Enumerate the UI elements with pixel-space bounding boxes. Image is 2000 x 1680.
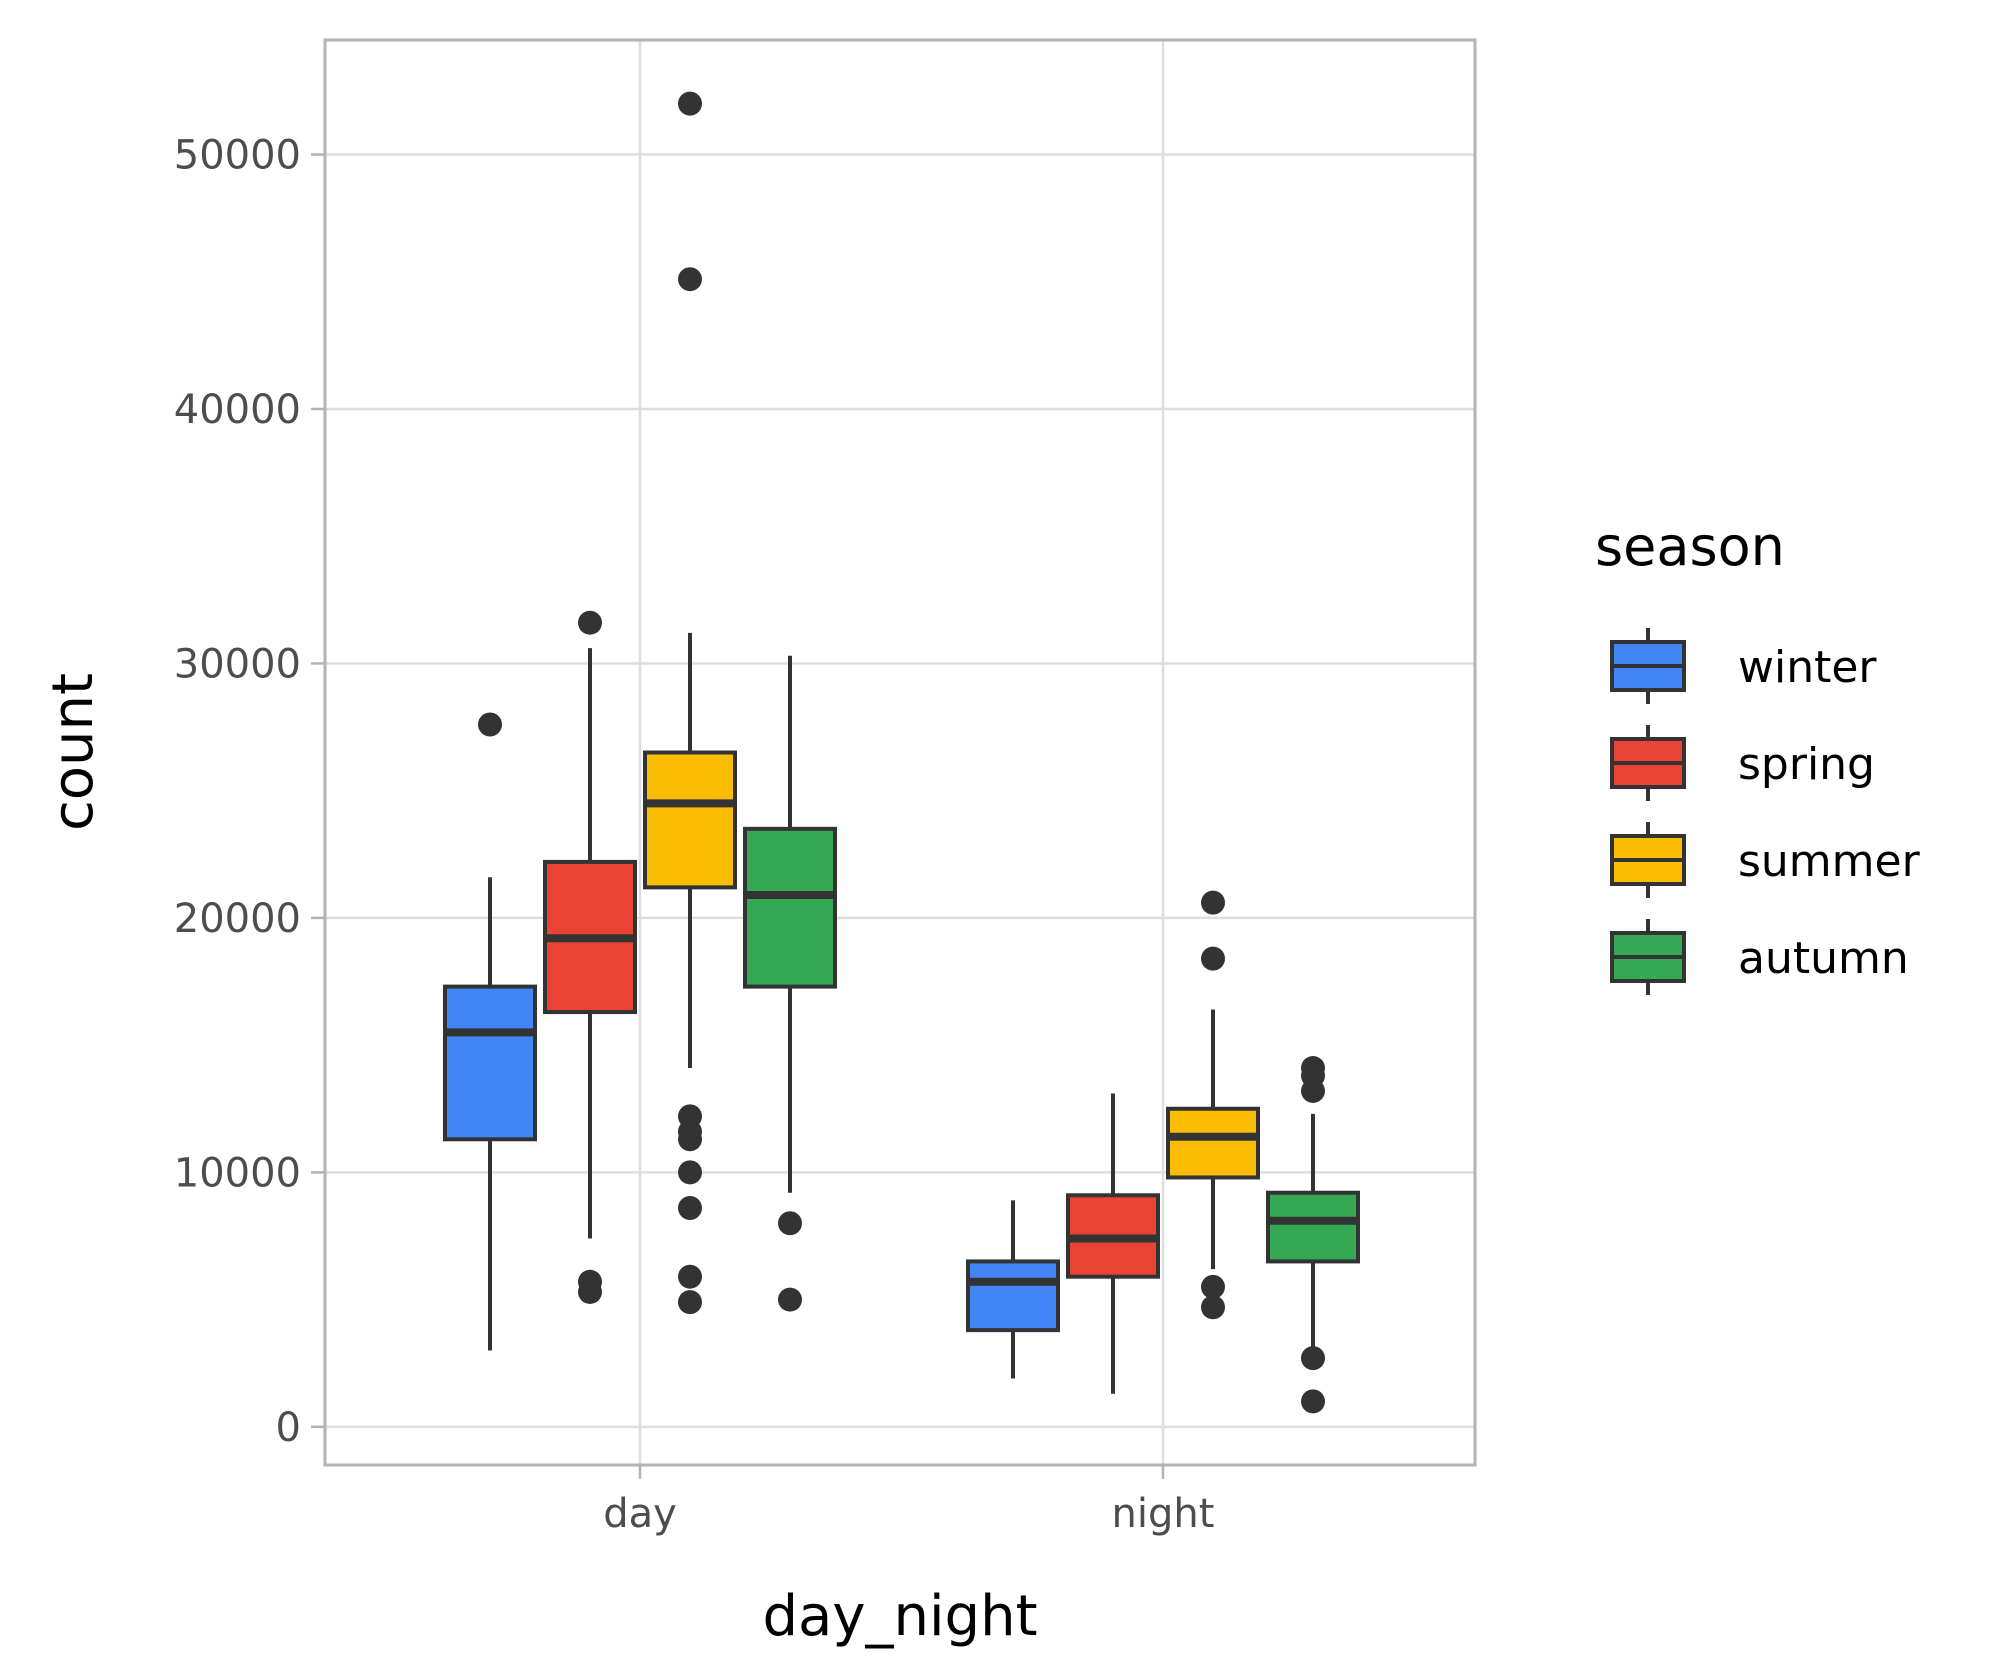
outlier-point bbox=[678, 1290, 702, 1315]
legend-item-winter: winter bbox=[1610, 628, 1877, 704]
outlier-point bbox=[1301, 1389, 1325, 1414]
box-body bbox=[443, 984, 537, 1142]
legend-label: spring bbox=[1738, 739, 1875, 790]
legend-item-autumn: autumn bbox=[1610, 919, 1909, 995]
outlier-point bbox=[678, 1160, 702, 1185]
box-winter-night bbox=[966, 1200, 1060, 1379]
legend: season winter spring summer autumn bbox=[1595, 515, 1921, 995]
outlier-point bbox=[1201, 946, 1225, 971]
legend-item-summer: summer bbox=[1610, 822, 1921, 898]
outlier-point bbox=[578, 610, 602, 635]
y-axis-ticks: 0 10000 20000 30000 40000 50000 bbox=[174, 133, 325, 1451]
outlier-point bbox=[1301, 1346, 1325, 1371]
box-body bbox=[1166, 1106, 1260, 1180]
y-axis-title: count bbox=[41, 673, 106, 831]
outlier-point bbox=[778, 1211, 802, 1236]
box-summer-night bbox=[1166, 890, 1260, 1320]
outlier-point bbox=[1201, 1295, 1225, 1320]
y-tick-label: 50000 bbox=[174, 133, 301, 179]
box-groups bbox=[443, 91, 1360, 1414]
outlier-point bbox=[678, 267, 702, 292]
y-tick-label: 40000 bbox=[174, 387, 301, 433]
outlier-point bbox=[678, 91, 702, 116]
legend-title: season bbox=[1595, 515, 1785, 578]
outlier-point bbox=[1201, 1274, 1225, 1299]
legend-label: winter bbox=[1738, 642, 1877, 693]
y-tick-label: 0 bbox=[276, 1405, 301, 1451]
grid-lines bbox=[325, 40, 1475, 1465]
outlier-point bbox=[478, 712, 502, 737]
box-body bbox=[643, 750, 737, 890]
box-summer-day bbox=[643, 91, 737, 1315]
y-tick-label: 10000 bbox=[174, 1150, 301, 1196]
outlier-point bbox=[778, 1287, 802, 1312]
box-autumn-day bbox=[743, 655, 837, 1312]
x-axis-title: day_night bbox=[762, 1584, 1037, 1649]
box-body bbox=[1266, 1190, 1360, 1264]
outlier-point bbox=[1201, 890, 1225, 915]
box-body bbox=[743, 826, 837, 989]
outlier-point bbox=[678, 1195, 702, 1220]
x-axis-ticks: day night bbox=[603, 1465, 1214, 1537]
x-tick-label: day bbox=[603, 1491, 677, 1537]
y-tick-label: 30000 bbox=[174, 641, 301, 687]
box-body bbox=[966, 1259, 1060, 1333]
legend-label: summer bbox=[1738, 836, 1921, 887]
outlier-point bbox=[1301, 1078, 1325, 1103]
outlier-point bbox=[578, 1279, 602, 1304]
y-tick-label: 20000 bbox=[174, 896, 301, 942]
legend-item-spring: spring bbox=[1610, 725, 1875, 801]
outlier-point bbox=[678, 1264, 702, 1289]
box-spring-night bbox=[1066, 1093, 1160, 1394]
box-spring-day bbox=[543, 610, 637, 1304]
legend-label: autumn bbox=[1738, 933, 1909, 984]
x-tick-label: night bbox=[1112, 1491, 1215, 1537]
plot-panel-border bbox=[323, 38, 1477, 1467]
box-autumn-night bbox=[1266, 1056, 1360, 1414]
outlier-point bbox=[678, 1127, 702, 1152]
legend-items: winter spring summer autumn bbox=[1610, 628, 1921, 995]
box-winter-day bbox=[443, 712, 537, 1351]
